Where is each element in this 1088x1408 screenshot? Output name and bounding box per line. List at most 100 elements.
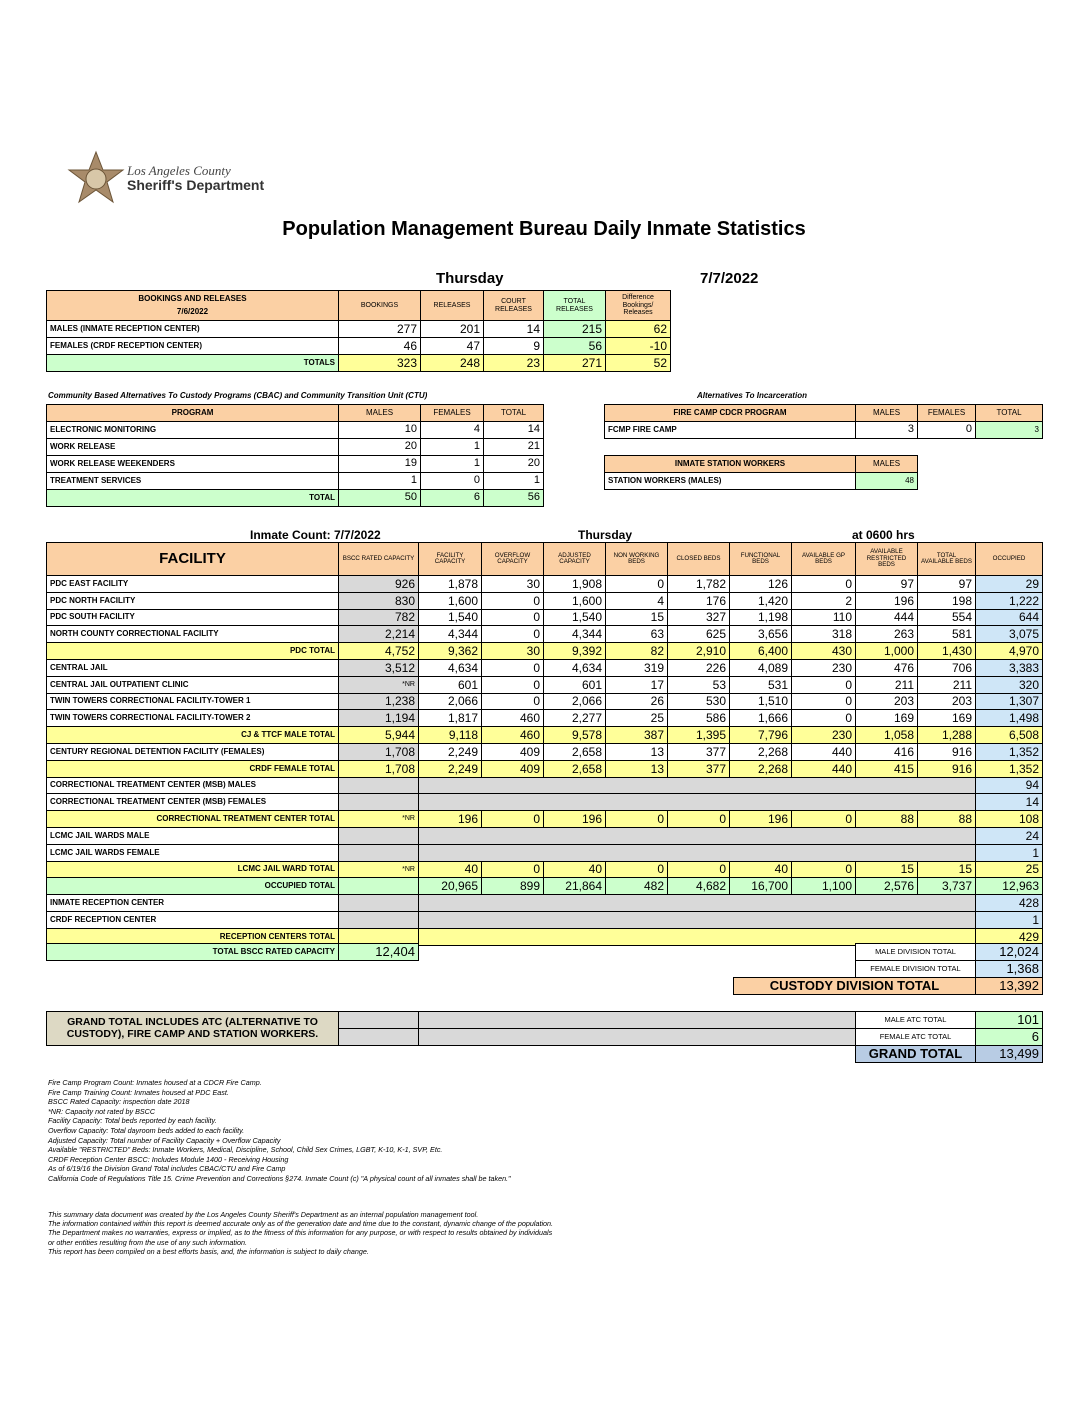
merged-cell (418, 777, 976, 794)
row-label: OCCUPIED TOTAL (46, 877, 339, 895)
cbac-title: Community Based Alternatives To Custody … (48, 391, 428, 400)
value-cell: 14 (483, 421, 544, 439)
value-cell: 9,362 (418, 642, 482, 660)
value-cell: 3 (975, 421, 1043, 439)
value-cell: 2,658 (543, 760, 606, 778)
value-cell: 0 (667, 861, 730, 878)
row-label: MALE ATC TOTAL (855, 1011, 976, 1029)
value-cell: 1 (420, 438, 484, 456)
value-cell: 377 (667, 743, 730, 761)
value-cell: 1,100 (791, 877, 856, 895)
value-cell: *NR (338, 676, 419, 694)
merged-cell (418, 827, 976, 845)
note-line: Overflow Capacity: Total dayroom beds ad… (48, 1126, 245, 1135)
value-cell: 4,344 (418, 625, 482, 643)
value-cell: 196 (729, 810, 792, 828)
value-cell: 1,908 (543, 575, 606, 593)
value-cell: 926 (338, 575, 419, 593)
column-header: TOTAL AVAILABLE BEDS (917, 542, 976, 576)
value-cell: 2,249 (418, 760, 482, 778)
value-cell: 1,238 (338, 693, 419, 710)
column-header: MALES (338, 404, 421, 422)
value-cell: 203 (917, 693, 976, 710)
value-cell: 1,420 (729, 592, 792, 610)
column-header: RELEASES (420, 290, 484, 321)
value-cell: 5,944 (338, 726, 419, 744)
empty-cell (418, 1028, 856, 1046)
row-label: CJ & TTCF MALE TOTAL (46, 726, 339, 744)
value-cell: 29 (975, 575, 1043, 593)
row-label: CENTURY REGIONAL DETENTION FACILITY (FEM… (46, 743, 339, 761)
value-cell: 0 (481, 676, 544, 694)
value-cell: 97 (917, 575, 976, 593)
value-cell: 1,430 (917, 642, 976, 660)
value-cell: 482 (605, 877, 668, 895)
value-cell: 88 (917, 810, 976, 828)
value-cell: 12,024 (975, 943, 1043, 961)
value-cell: 0 (481, 659, 544, 677)
value-cell: 56 (483, 489, 544, 507)
row-label: CUSTODY DIVISION TOTAL (733, 977, 976, 995)
value-cell: 409 (481, 743, 544, 761)
column-header: TOTAL (483, 404, 544, 422)
value-cell: 1,540 (543, 609, 606, 626)
empty-cell (338, 894, 419, 912)
value-cell: 0 (791, 709, 856, 727)
value-cell: -10 (605, 337, 671, 355)
row-label: CORRECTIONAL TREATMENT CENTER (MSB) MALE… (46, 777, 339, 794)
note-line: Adjusted Capacity: Total number of Facil… (48, 1135, 281, 1145)
value-cell: 6 (975, 1028, 1043, 1046)
column-header: AVAILABLE GP BEDS (791, 542, 856, 576)
row-label: TOTAL BSCC RATED CAPACITY (46, 943, 339, 961)
column-header: FIRE CAMP CDCR PROGRAM (604, 404, 856, 422)
row-label: FEMALES (CRDF RECEPTION CENTER) (46, 337, 339, 355)
agency-line1: Los Angeles County (127, 163, 231, 178)
value-cell: 2,249 (418, 743, 482, 761)
value-cell: 1,288 (917, 726, 976, 744)
column-header: TOTAL (975, 404, 1043, 422)
value-cell: 110 (791, 609, 856, 626)
row-label: TWIN TOWERS CORRECTIONAL FACILITY-TOWER … (46, 709, 339, 727)
report-date: 7/7/2022 (700, 270, 759, 287)
value-cell: 1,708 (338, 760, 419, 778)
value-cell: 30 (481, 575, 544, 593)
row-label: PDC EAST FACILITY (46, 575, 339, 593)
ati-title: Alternatives To Incarceration (697, 391, 807, 400)
value-cell: 1,307 (975, 693, 1043, 710)
value-cell: 444 (855, 609, 918, 626)
value-cell: 377 (667, 760, 730, 778)
value-cell: 215 (543, 320, 606, 338)
value-cell: 2,268 (729, 743, 792, 761)
row-label: PDC TOTAL (46, 642, 339, 660)
merged-cell (418, 911, 976, 929)
value-cell: 625 (667, 625, 730, 643)
value-cell: 196 (855, 592, 918, 610)
page-title: Population Management Bureau Daily Inmat… (282, 218, 806, 240)
value-cell: 476 (855, 659, 918, 677)
column-header: NON WORKING BEDS (605, 542, 668, 576)
value-cell: 440 (791, 743, 856, 761)
value-cell: 169 (917, 709, 976, 727)
column-header: BOOKINGS (338, 290, 421, 321)
value-cell: 13,392 (975, 977, 1043, 995)
value-cell: 10 (338, 421, 421, 439)
value-cell: 460 (481, 726, 544, 744)
value-cell: 2,214 (338, 625, 419, 643)
row-label: PDC SOUTH FACILITY (46, 609, 339, 626)
value-cell: 4,344 (543, 625, 606, 643)
value-cell: 416 (855, 743, 918, 761)
column-header: ADJUSTED CAPACITY (543, 542, 606, 576)
value-cell: 203 (855, 693, 918, 710)
value-cell: 3,737 (917, 877, 976, 895)
value-cell: 12,404 (338, 943, 419, 961)
value-cell: 6,400 (729, 642, 792, 660)
value-cell: *NR (338, 810, 419, 828)
row-label: CORRECTIONAL TREATMENT CENTER (MSB) FEMA… (46, 793, 339, 811)
value-cell: 830 (338, 592, 419, 610)
value-cell: 2,576 (855, 877, 918, 895)
value-cell: 9,118 (418, 726, 482, 744)
value-cell: 248 (420, 354, 484, 372)
column-header: FACILITY (46, 542, 339, 576)
merged-cell (418, 793, 976, 811)
value-cell: 196 (418, 810, 482, 828)
